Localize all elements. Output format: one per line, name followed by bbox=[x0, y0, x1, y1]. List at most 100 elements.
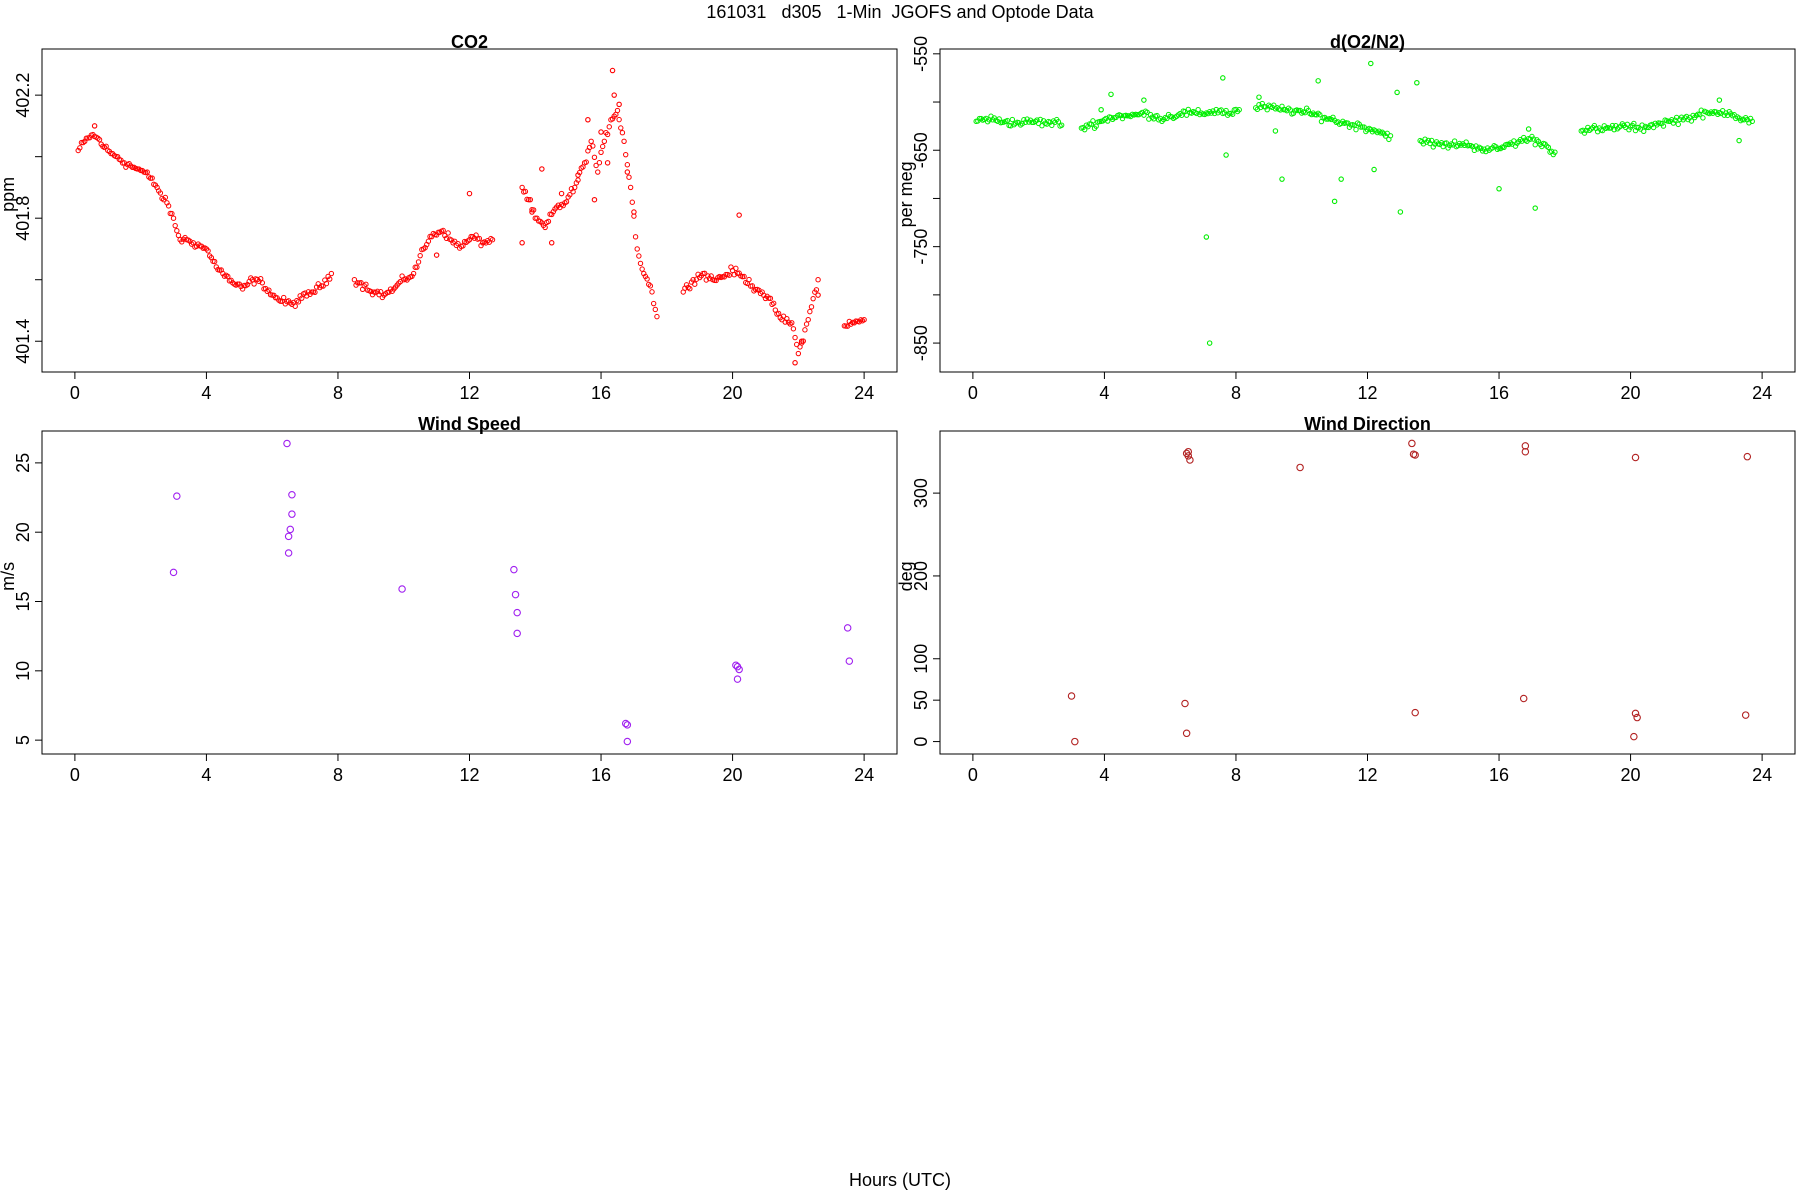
x-tick-label: 8 bbox=[1231, 383, 1241, 403]
data-point bbox=[598, 129, 604, 135]
data-point bbox=[1317, 111, 1323, 118]
data-point bbox=[1606, 125, 1612, 131]
data-point bbox=[1631, 120, 1637, 127]
data-point bbox=[647, 283, 654, 289]
y-tick-label: -850 bbox=[911, 325, 931, 361]
data-point bbox=[445, 230, 451, 236]
data-point bbox=[1183, 112, 1190, 118]
data-point bbox=[398, 585, 406, 593]
data-point bbox=[476, 235, 483, 242]
data-point bbox=[629, 199, 635, 205]
data-point bbox=[378, 289, 384, 295]
data-point bbox=[636, 253, 642, 259]
y-tick-label: 401.4 bbox=[13, 319, 33, 364]
data-point bbox=[623, 737, 632, 746]
data-point bbox=[1535, 138, 1542, 145]
x-tick-label: 8 bbox=[333, 765, 343, 785]
data-point bbox=[532, 215, 538, 221]
x-tick-label: 8 bbox=[333, 383, 343, 403]
data-point bbox=[351, 277, 358, 283]
data-point bbox=[529, 209, 535, 215]
y-tick-label: 15 bbox=[13, 591, 33, 611]
data-point bbox=[266, 287, 272, 293]
data-point bbox=[611, 92, 617, 98]
data-point bbox=[1688, 118, 1695, 124]
data-point bbox=[575, 172, 581, 178]
data-point bbox=[510, 565, 518, 574]
data-point bbox=[1139, 109, 1145, 116]
data-point bbox=[96, 136, 103, 143]
y-tick-label: 10 bbox=[13, 661, 33, 681]
plot-frame bbox=[939, 48, 1796, 373]
data-point bbox=[519, 184, 525, 191]
data-point bbox=[626, 174, 632, 180]
data-point bbox=[726, 272, 732, 278]
data-point bbox=[522, 188, 529, 195]
data-point bbox=[1296, 463, 1304, 472]
data-point bbox=[618, 125, 624, 131]
data-point bbox=[286, 525, 295, 534]
data-point bbox=[328, 270, 335, 277]
data-point bbox=[692, 281, 698, 287]
data-point bbox=[169, 210, 175, 217]
data-point bbox=[733, 265, 739, 272]
data-point bbox=[174, 228, 180, 234]
data-point bbox=[433, 252, 440, 258]
data-point bbox=[448, 237, 455, 243]
data-point bbox=[415, 259, 422, 265]
data-point bbox=[1220, 75, 1226, 81]
data-point bbox=[173, 492, 181, 500]
data-point bbox=[277, 298, 284, 304]
x-tick-label: 16 bbox=[1489, 383, 1509, 403]
data-point bbox=[563, 199, 570, 205]
data-point bbox=[175, 232, 182, 239]
data-point bbox=[1591, 122, 1598, 129]
data-point bbox=[162, 194, 169, 201]
data-point bbox=[815, 292, 821, 298]
chart-panel-2: Wind Speed 0 4 8 12 16 20 24 5 10 15 20 25 m/s bbox=[0, 414, 898, 785]
series-1 bbox=[91, 67, 821, 366]
data-point bbox=[519, 240, 525, 246]
x-tick-label: 24 bbox=[854, 765, 874, 785]
data-point bbox=[312, 289, 318, 295]
x-tick-label: 16 bbox=[591, 765, 611, 785]
data-point bbox=[443, 235, 450, 242]
data-point bbox=[1408, 439, 1416, 448]
data-point bbox=[1098, 106, 1104, 113]
data-point bbox=[283, 439, 291, 448]
data-point bbox=[1039, 123, 1045, 129]
data-point bbox=[1411, 708, 1419, 717]
y-tick-label: -650 bbox=[911, 132, 931, 168]
panel-title: Wind Speed bbox=[418, 414, 521, 434]
data-point bbox=[1521, 447, 1530, 456]
data-point bbox=[1004, 117, 1011, 124]
data-point bbox=[1090, 118, 1096, 124]
data-point bbox=[1223, 107, 1229, 114]
data-point bbox=[1108, 91, 1114, 98]
data-point bbox=[466, 190, 473, 197]
data-point bbox=[1428, 137, 1435, 144]
data-point bbox=[1521, 134, 1527, 141]
data-point bbox=[1182, 729, 1191, 738]
y-tick-label: 0 bbox=[911, 737, 931, 747]
data-point bbox=[1186, 456, 1194, 464]
plot-frame bbox=[939, 430, 1796, 755]
data-point bbox=[733, 675, 742, 683]
data-point bbox=[1206, 340, 1213, 346]
data-point bbox=[1353, 126, 1359, 133]
data-point bbox=[358, 279, 364, 286]
data-point bbox=[650, 300, 657, 307]
x-tick-label: 12 bbox=[1357, 383, 1377, 403]
y-tick-label: 20 bbox=[13, 522, 33, 542]
x-tick-label: 24 bbox=[1752, 765, 1772, 785]
data-point bbox=[567, 192, 573, 198]
data-point bbox=[545, 218, 552, 225]
data-point bbox=[1184, 452, 1193, 460]
x-tick-label: 12 bbox=[1357, 765, 1377, 785]
data-point bbox=[550, 208, 557, 215]
data-point bbox=[606, 124, 612, 130]
x-tick-label: 24 bbox=[854, 383, 874, 403]
data-point bbox=[1009, 116, 1016, 123]
data-point bbox=[1256, 94, 1262, 100]
panel-title: d(O2/N2) bbox=[1330, 32, 1405, 52]
